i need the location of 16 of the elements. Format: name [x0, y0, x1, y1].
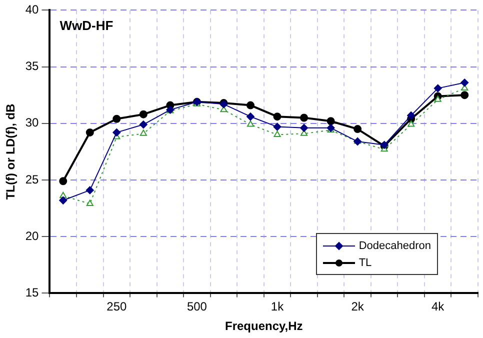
x-axis-title: Frequency,Hz	[224, 319, 303, 334]
x-tick-label: 1k	[270, 300, 285, 314]
legend-label: Dodecahedron	[358, 240, 431, 252]
x-tick-label: 250	[106, 300, 127, 314]
x-tick-label: 2k	[351, 300, 365, 314]
x-tick-label: 500	[186, 300, 208, 314]
y-tick-label: 40	[25, 2, 40, 17]
y-tick-label: 30	[25, 116, 40, 130]
y-tick-label: 35	[25, 59, 40, 74]
y-tick-label: 20	[25, 228, 40, 243]
y-tick-label: 15	[25, 286, 40, 300]
y-tick-label: 25	[25, 172, 40, 186]
y-axis-title: TL(f) or LD(f), dB	[4, 103, 18, 200]
text: WwD-HF	[60, 18, 114, 34]
x-tick-label: 4k	[432, 300, 446, 314]
legend-label: TL	[358, 256, 372, 269]
